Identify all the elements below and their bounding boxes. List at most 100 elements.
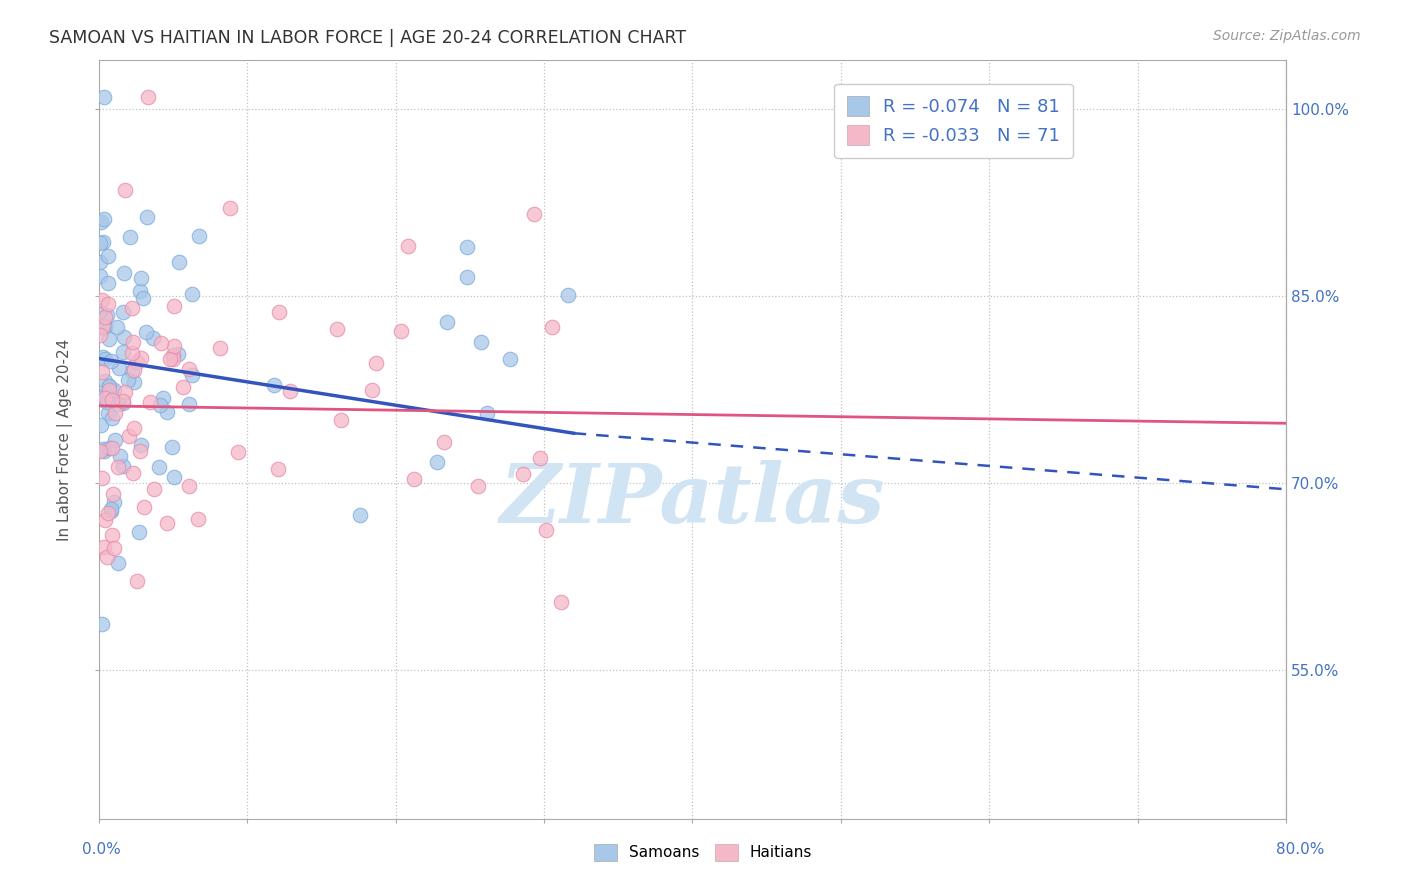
Point: [470, 335, 492, 350]
Point: [177, 397, 200, 411]
Point: [112, 393, 135, 408]
Point: [156, 516, 179, 531]
Point: [90, 293, 112, 307]
Point: [160, 441, 183, 455]
Point: [143, 482, 166, 496]
Point: [142, 330, 165, 344]
Point: [172, 380, 194, 394]
Point: [156, 405, 179, 419]
Text: ZIPatlas: ZIPatlas: [499, 460, 886, 541]
Point: [177, 479, 200, 493]
Point: [529, 450, 551, 465]
Point: [89, 444, 111, 458]
Text: 0.0%: 0.0%: [82, 842, 121, 856]
Point: [94, 318, 117, 333]
Point: [100, 504, 122, 518]
Point: [127, 355, 149, 369]
Point: [97, 378, 120, 392]
Point: [148, 460, 170, 475]
Point: [100, 354, 122, 368]
Point: [104, 406, 127, 420]
Point: [499, 352, 522, 367]
Point: [112, 330, 135, 344]
Point: [101, 527, 124, 541]
Point: [93, 541, 115, 555]
Point: [456, 240, 478, 254]
Point: [269, 305, 291, 319]
Point: [101, 410, 124, 425]
Point: [436, 315, 458, 329]
Point: [112, 458, 135, 473]
Point: [139, 395, 162, 409]
Point: [361, 383, 384, 397]
Point: [111, 305, 134, 319]
Point: [267, 462, 290, 476]
Point: [89, 391, 111, 405]
Point: [93, 391, 115, 405]
Point: [128, 524, 150, 539]
Point: [177, 362, 200, 376]
Point: [107, 460, 129, 475]
Point: [467, 478, 489, 492]
Point: [162, 348, 184, 362]
Point: [97, 332, 120, 346]
Y-axis label: In Labor Force | Age 20-24: In Labor Force | Age 20-24: [58, 338, 73, 541]
Point: [101, 441, 124, 455]
Point: [541, 320, 564, 334]
Point: [97, 441, 120, 455]
Point: [188, 228, 211, 243]
Point: [389, 324, 412, 338]
Point: [129, 351, 152, 366]
Legend: Samoans, Haitians: Samoans, Haitians: [586, 837, 820, 868]
Point: [121, 364, 143, 378]
Point: [325, 321, 347, 335]
Point: [163, 299, 186, 313]
Point: [162, 339, 184, 353]
Point: [523, 207, 546, 221]
Text: SAMOAN VS HAITIAN IN LABOR FORCE | AGE 20-24 CORRELATION CHART: SAMOAN VS HAITIAN IN LABOR FORCE | AGE 2…: [49, 29, 686, 46]
Point: [117, 373, 139, 387]
Point: [107, 556, 129, 570]
Point: [91, 318, 114, 333]
Point: [91, 366, 114, 380]
Point: [512, 467, 534, 481]
Point: [97, 297, 120, 311]
Point: [226, 445, 249, 459]
Point: [364, 356, 387, 370]
Point: [97, 277, 120, 291]
Point: [127, 574, 149, 588]
Text: Source: ZipAtlas.com: Source: ZipAtlas.com: [1213, 29, 1361, 43]
Point: [91, 471, 114, 485]
Point: [89, 268, 111, 283]
Point: [129, 284, 152, 298]
Point: [107, 360, 129, 375]
Point: [118, 428, 141, 442]
Point: [129, 271, 152, 285]
Point: [181, 368, 204, 383]
Point: [90, 388, 112, 402]
Point: [122, 375, 145, 389]
Point: [118, 229, 141, 244]
Point: [94, 374, 117, 388]
Point: [278, 384, 301, 399]
Point: [98, 379, 121, 393]
Point: [402, 472, 425, 486]
Point: [112, 266, 135, 280]
Point: [108, 449, 131, 463]
Point: [103, 495, 125, 509]
Point: [219, 201, 242, 215]
Point: [97, 506, 120, 520]
Point: [121, 301, 143, 315]
Point: [97, 383, 120, 397]
Point: [122, 466, 145, 480]
Point: [162, 351, 184, 366]
Point: [90, 417, 112, 432]
Point: [132, 500, 155, 515]
Point: [169, 254, 191, 268]
Point: [91, 616, 114, 631]
Point: [349, 508, 371, 522]
Point: [93, 90, 115, 104]
Point: [112, 345, 135, 359]
Point: [163, 470, 186, 484]
Point: [103, 541, 125, 555]
